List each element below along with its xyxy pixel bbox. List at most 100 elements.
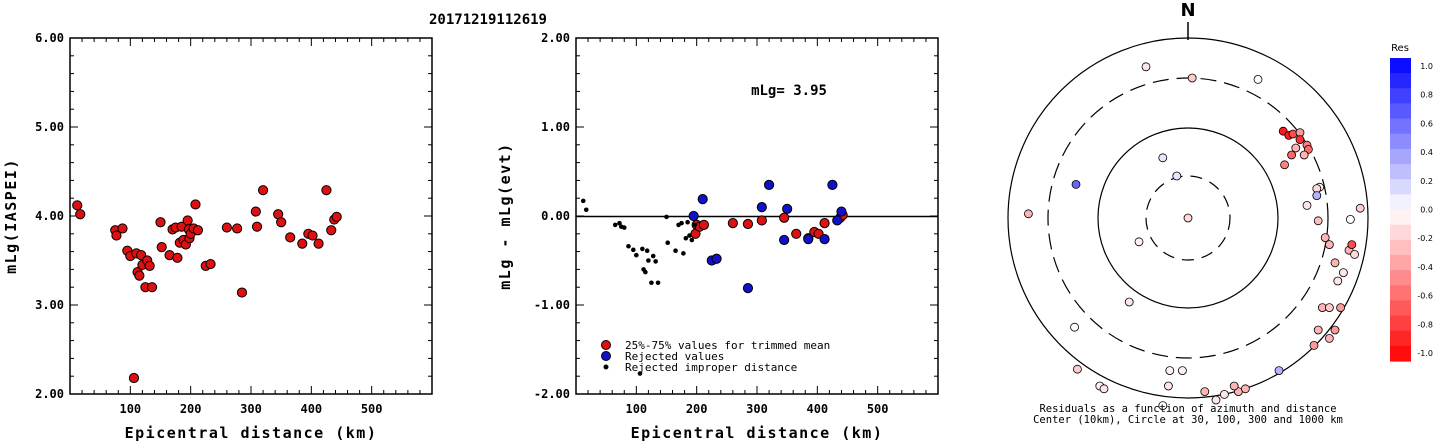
station-residual-point [1158,153,1168,163]
plot2-point [683,235,689,241]
north-label: N [1180,0,1195,21]
plot1-point [321,185,332,196]
station-residual-point [1178,366,1187,376]
station-residual-point [1172,171,1182,181]
legend-marker-improper [603,364,609,370]
plot1-ytick-label: 5.00 [35,120,64,134]
colorbar-title: Res [1391,43,1409,54]
plot2-xtick-label: 300 [746,402,768,416]
plot2-point [626,243,631,249]
station-residual-point [1325,240,1334,250]
circle-30km [1145,175,1231,261]
colorbar-tick-label: 0.2 [1420,177,1433,186]
plot1-point [155,217,166,228]
station-residual-point [1350,249,1359,259]
plot2-point [649,280,654,286]
magnitude-vs-distance-plot: 100 200 300 400 500 2.00 3.00 4.00 5.00 6.00 Epic… [2,31,433,441]
station-residual-point [1330,325,1340,335]
plot1-frame [69,37,433,395]
plot2-xlabel: Epicentral distance (km) [631,424,884,441]
station-residual-point [1288,129,1298,139]
plot2-point [832,215,843,226]
plot2-point [779,234,790,246]
plot1-point [285,232,296,243]
station-residual-point [1313,325,1323,335]
plot2-point [742,218,754,230]
plot2-point [756,202,767,213]
station-residual-point [1220,389,1229,399]
plot1-point [190,199,201,210]
colorbar-cell [1390,315,1411,332]
station-residual-point [1165,366,1175,376]
station-residual-point [1299,150,1309,160]
colorbar-tick-label: -0.2 [1417,234,1433,243]
plot2-point [583,207,589,213]
polar-caption-line2: Center (10km), Circle at 30, 100, 300 an… [1033,414,1343,426]
station-residual-point [1347,240,1357,250]
colorbar-cell [1390,285,1411,301]
plot2-point [685,219,690,225]
plot2-point [711,253,722,264]
plot2-point [664,214,669,220]
plot2-point [637,371,643,376]
plot1-point [156,242,167,253]
colorbar-cell [1390,133,1411,150]
plot1-point [297,238,308,249]
plot2-point [819,218,830,229]
plot1-ytick-label: 6.00 [35,31,64,45]
plot2-point [791,228,802,239]
plot1-point [144,260,155,271]
polar-caption-line1: Residuals as a function of azimuth and d… [1039,403,1336,415]
station-residual-point [1330,258,1340,268]
plot2-point [803,234,814,245]
station-residual-point [1070,322,1079,332]
plot2-point [650,253,656,259]
colorbar-cell [1390,58,1411,74]
station-residual-point [1333,276,1343,286]
colorbar-cell [1390,148,1411,165]
plot1-point [326,225,337,236]
legend-marker-rejected [601,351,611,361]
colorbar-cell [1390,179,1411,195]
plot1-points [72,185,342,384]
plot2-ylabel: mLg - mLg(evt) [496,142,514,289]
station-residual-point [1325,303,1334,313]
plot2-xtick-label: 500 [867,402,889,416]
plot2-point [631,247,636,253]
legend-label-rejected: Rejected values [625,350,724,363]
colorbar-cell [1390,88,1411,105]
plot1-point [75,209,86,220]
colorbar-cell [1390,73,1411,89]
plot1-point [205,258,216,270]
legend-label-improper: Rejected improper distance [625,361,797,374]
plot1-xtick-label: 400 [300,402,322,416]
colorbar-tick-label: -0.6 [1417,292,1433,301]
plot1-ytick-label: 3.00 [35,298,64,312]
plot2-point [640,246,645,252]
colorbar-cell [1390,194,1411,211]
colorbar-tick-label: -0.4 [1417,263,1433,272]
plot1-point [192,225,204,236]
station-residual-point [1071,179,1081,189]
colorbar-tick-label: 0.4 [1420,148,1433,157]
plot2-point [644,248,650,254]
colorbar-cell [1390,118,1411,135]
plot1-point [251,221,263,232]
plot1-point [128,372,140,384]
station-residual-point [1336,303,1345,313]
station-residual-point [1200,387,1210,397]
station-residual-point [1211,395,1221,405]
legend-label-trimmed: 25%-75% values for trimmed mean [625,339,830,352]
plot2-legend: 25%-75% values for trimmed mean Rejected… [601,339,830,374]
colorbar-tick-label: 0.6 [1420,119,1433,128]
plot2-point [782,203,793,214]
station-residual-point [1274,366,1284,376]
plot1-point [257,185,269,196]
plot2-point [621,225,627,230]
plot1-point [172,252,183,263]
polar-points [1024,62,1365,411]
plot2-point [617,220,622,226]
circle-100km [1097,127,1279,309]
plot1-point [313,238,324,249]
